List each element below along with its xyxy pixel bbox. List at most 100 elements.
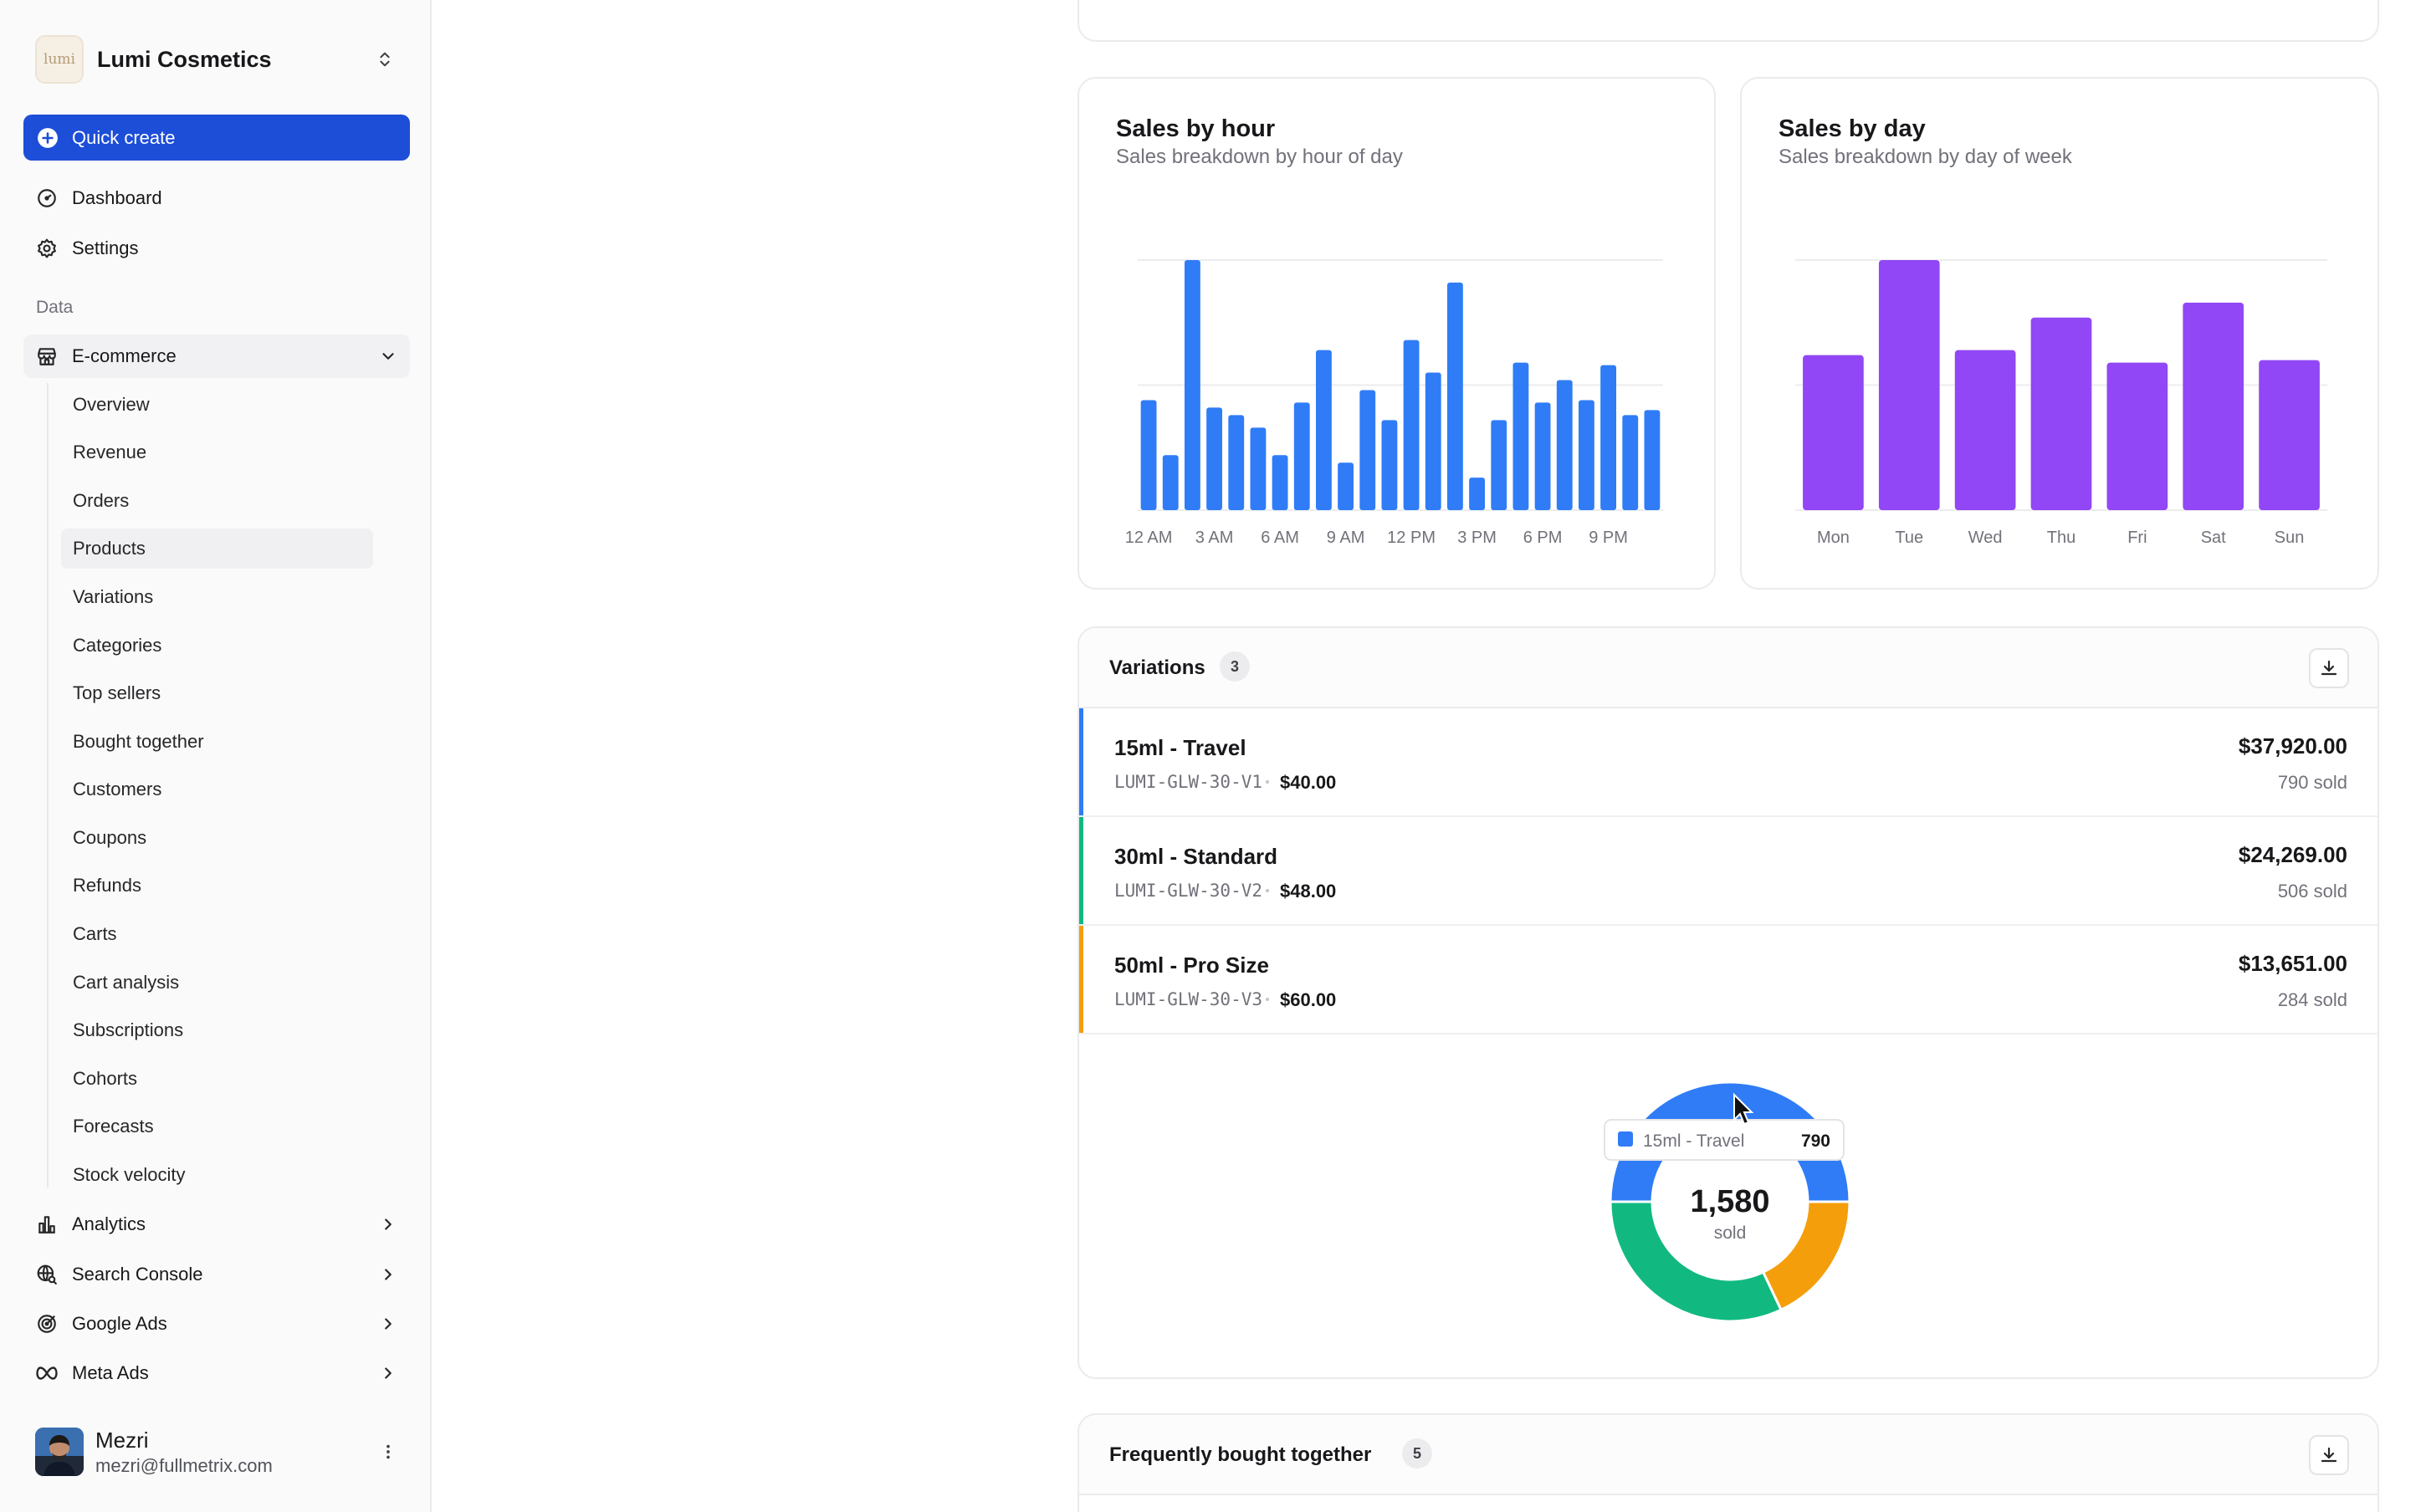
variation-row[interactable]: 15ml - Travel LUMI-GLW-30-V1 $40.00 $37,… — [1079, 708, 2377, 817]
hour-bar[interactable] — [1403, 340, 1420, 510]
variation-row[interactable]: 50ml - Pro Size LUMI-GLW-30-V3 $60.00 $1… — [1079, 926, 2377, 1034]
hour-bar[interactable] — [1622, 415, 1639, 510]
sidebar-item-label: Revenue — [73, 442, 147, 462]
sidebar-item-carts[interactable]: Carts — [61, 914, 373, 954]
variation-sku: LUMI-GLW-30-V2 — [1114, 881, 1263, 901]
workspace-logo: lumi — [35, 35, 84, 84]
download-button[interactable] — [2309, 1435, 2349, 1475]
frequently-bought-together-count-badge: 5 — [1402, 1438, 1432, 1469]
download-button[interactable] — [2309, 648, 2349, 688]
nav-analytics-label: Analytics — [72, 1213, 146, 1234]
donut-slice[interactable] — [1609, 1200, 1784, 1323]
variations-donut-chart[interactable]: 1,580 sold 15ml - Travel 790 — [1079, 1034, 2379, 1379]
variation-sku: LUMI-GLW-30-V1 — [1114, 772, 1263, 792]
day-bar[interactable] — [2106, 362, 2168, 510]
x-tick-label: Thu — [2047, 529, 2075, 547]
hour-bar[interactable] — [1534, 402, 1551, 510]
more-vertical-icon[interactable] — [371, 1435, 405, 1469]
sidebar-item-label: Bought together — [73, 731, 204, 752]
nav-meta-ads[interactable]: Meta Ads — [23, 1351, 410, 1395]
sidebar-item-refunds[interactable]: Refunds — [61, 866, 373, 906]
chevron-right-icon — [371, 1356, 405, 1390]
nav-ecommerce[interactable]: E-commerce — [23, 335, 410, 378]
separator-dot — [1266, 998, 1269, 1001]
hour-bar[interactable] — [1512, 362, 1529, 510]
sidebar-item-coupons[interactable]: Coupons — [61, 818, 373, 858]
hour-bar[interactable] — [1162, 455, 1179, 510]
hour-bar[interactable] — [1578, 400, 1594, 510]
variation-revenue: $37,920.00 — [2238, 733, 2347, 759]
hour-bar[interactable] — [1600, 365, 1617, 510]
nav-settings[interactable]: Settings — [23, 227, 410, 270]
nav-dashboard[interactable]: Dashboard — [23, 176, 410, 220]
gear-icon — [35, 237, 59, 260]
variation-row[interactable]: 30ml - Standard LUMI-GLW-30-V2 $48.00 $2… — [1079, 817, 2377, 926]
nav-google-ads-label: Google Ads — [72, 1313, 167, 1334]
day-bar[interactable] — [1803, 355, 1864, 510]
hour-bar[interactable] — [1206, 407, 1223, 510]
sidebar-item-top-sellers[interactable]: Top sellers — [61, 673, 373, 713]
frequently-bought-together-title: Frequently bought together — [1109, 1443, 1372, 1466]
day-bar[interactable] — [2030, 317, 2092, 510]
hour-bar[interactable] — [1272, 455, 1288, 510]
hour-bar[interactable] — [1469, 478, 1486, 510]
avatar — [35, 1428, 84, 1476]
variations-count-badge: 3 — [1220, 651, 1250, 682]
chevron-down-icon — [371, 340, 405, 373]
sidebar-item-label: Categories — [73, 635, 162, 656]
plus-circle-icon — [37, 127, 59, 149]
sidebar-item-bought-together[interactable]: Bought together — [61, 722, 373, 762]
hour-bar[interactable] — [1446, 282, 1463, 510]
day-bar[interactable] — [2183, 302, 2244, 510]
sidebar-item-revenue[interactable]: Revenue — [61, 432, 373, 472]
sidebar-item-cart-analysis[interactable]: Cart analysis — [61, 963, 373, 1003]
user-menu[interactable]: Mezri mezri@fullmetrix.com — [23, 1418, 410, 1485]
hour-bar[interactable] — [1228, 415, 1245, 510]
sidebar-item-products[interactable]: Products — [61, 529, 373, 569]
scrollbar[interactable] — [2406, 0, 2426, 1512]
sidebar-item-variations[interactable]: Variations — [61, 577, 373, 617]
day-bar[interactable] — [1954, 350, 2016, 510]
donut-tooltip: 15ml - Travel 790 — [1604, 1119, 1845, 1161]
hour-bar[interactable] — [1338, 462, 1354, 510]
hour-bar[interactable] — [1644, 410, 1661, 510]
hour-bar[interactable] — [1250, 427, 1267, 510]
hour-bar[interactable] — [1381, 420, 1398, 510]
nav-google-ads[interactable]: Google Ads — [23, 1302, 410, 1346]
sidebar-item-stock-velocity[interactable]: Stock velocity — [61, 1155, 373, 1195]
hour-bar[interactable] — [1491, 420, 1507, 510]
hour-bar[interactable] — [1425, 372, 1441, 510]
sidebar-item-overview[interactable]: Overview — [61, 385, 373, 425]
sidebar-item-label: Top sellers — [73, 682, 161, 703]
user-name: Mezri — [95, 1427, 149, 1453]
donut-slice[interactable] — [1761, 1200, 1851, 1312]
quick-create-button[interactable]: Quick create — [23, 115, 410, 161]
hour-bar[interactable] — [1359, 390, 1376, 510]
hour-bar[interactable] — [1315, 350, 1332, 510]
variation-revenue: $13,651.00 — [2238, 951, 2347, 976]
workspace-switcher[interactable]: lumi Lumi Cosmetics — [23, 30, 408, 89]
hour-bar[interactable] — [1293, 402, 1310, 510]
nav-analytics[interactable]: Analytics — [23, 1203, 410, 1246]
hour-bar[interactable] — [1556, 380, 1573, 510]
sidebar-item-orders[interactable]: Orders — [61, 481, 373, 521]
sidebar-item-customers[interactable]: Customers — [61, 769, 373, 810]
x-tick-label: 12 PM — [1387, 529, 1436, 547]
variation-color-bar — [1079, 926, 1083, 1033]
sidebar-item-forecasts[interactable]: Forecasts — [61, 1106, 373, 1147]
sidebar-item-subscriptions[interactable]: Subscriptions — [61, 1010, 373, 1050]
donut-center-label: sold — [1714, 1223, 1747, 1243]
chevron-right-icon — [371, 1208, 405, 1241]
chevron-right-icon — [371, 1258, 405, 1291]
hour-bar[interactable] — [1140, 400, 1157, 510]
day-bar[interactable] — [1878, 260, 1940, 510]
nav-search-console[interactable]: Search Console — [23, 1253, 410, 1296]
sidebar-item-categories[interactable]: Categories — [61, 626, 373, 666]
tooltip-series-name: 15ml - Travel — [1643, 1131, 1744, 1151]
hour-bar[interactable] — [1184, 260, 1200, 510]
day-bar[interactable] — [2259, 360, 2320, 510]
sidebar-item-cohorts[interactable]: Cohorts — [61, 1059, 373, 1099]
sidebar-item-label: Forecasts — [73, 1116, 154, 1137]
x-tick-label: 6 AM — [1261, 529, 1299, 547]
